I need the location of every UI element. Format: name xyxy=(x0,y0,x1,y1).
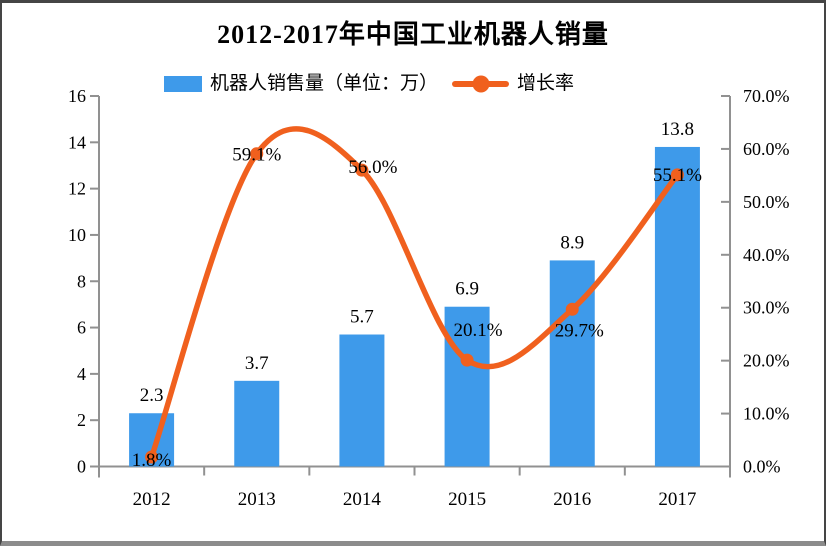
left-axis-tick-label: 6 xyxy=(77,318,86,338)
chart-title: 2012-2017年中国工业机器人销量 xyxy=(217,20,609,49)
right-axis-tick-label: 0.0% xyxy=(743,457,781,477)
line-label-2016: 29.7% xyxy=(555,320,604,341)
left-axis-tick-label: 14 xyxy=(68,132,86,152)
bar-2015 xyxy=(444,306,490,467)
line-label-2015: 20.1% xyxy=(454,320,503,341)
line-label-2014: 56.0% xyxy=(348,157,397,178)
line-marker-2017 xyxy=(670,168,684,182)
x-axis-label-2013: 2013 xyxy=(238,489,276,510)
x-axis-label-2014: 2014 xyxy=(343,489,382,510)
legend-line-marker-icon xyxy=(472,75,490,93)
line-marker-2014 xyxy=(355,163,369,177)
line-label-2017: 55.1% xyxy=(653,165,702,186)
left-axis-tick-label: 12 xyxy=(68,179,86,199)
bar-label-2012: 2.3 xyxy=(140,385,164,406)
legend-line-swatch-icon xyxy=(452,75,510,93)
left-axis-tick-label: 2 xyxy=(77,410,86,430)
line-label-2013: 59.1% xyxy=(232,145,281,166)
right-axis-tick-label: 50.0% xyxy=(743,192,790,212)
line-label-2012: 1.8% xyxy=(132,450,172,471)
bar-label-2017: 13.8 xyxy=(661,119,694,140)
bar-label-2016: 8.9 xyxy=(560,232,584,253)
left-axis-tick-label: 8 xyxy=(77,271,86,291)
plot-area: 0 2 4 6 8 10 12 14 16 0.0% 10.0% 20.0% 30.0% 40.0% 50.… xyxy=(68,86,790,510)
bar-2014 xyxy=(339,334,385,467)
left-axis-tick-label: 4 xyxy=(77,364,86,384)
bar-label-2013: 3.7 xyxy=(245,353,269,374)
x-axis-label-2012: 2012 xyxy=(133,489,171,510)
legend-line-label: 增长率 xyxy=(517,73,575,94)
left-axis-tick-label: 16 xyxy=(68,86,86,106)
growth-rate-line xyxy=(148,126,681,460)
right-axis-tick-label: 20.0% xyxy=(743,351,790,371)
bar-label-2014: 5.7 xyxy=(350,307,374,328)
right-axis-tick-label: 70.0% xyxy=(743,86,790,106)
bar-label-2015: 6.9 xyxy=(455,279,479,300)
x-axis-label-2017: 2017 xyxy=(658,489,696,510)
right-axis-tick-label: 10.0% xyxy=(743,404,790,424)
left-axis-tick-label: 10 xyxy=(68,225,86,245)
x-axis-label-2016: 2016 xyxy=(553,489,591,510)
legend-bar-label: 机器人销售量（单位：万） xyxy=(210,73,439,94)
right-axis-tick-label: 60.0% xyxy=(743,139,790,159)
right-axis-tick-label: 40.0% xyxy=(743,245,790,265)
left-axis-tick-label: 0 xyxy=(77,457,86,477)
line-marker-2012 xyxy=(145,450,159,464)
legend-bar-swatch-icon xyxy=(164,76,202,92)
line-marker-2015 xyxy=(460,353,474,367)
right-axis-tick-label: 30.0% xyxy=(743,298,790,318)
line-marker-2016 xyxy=(565,302,579,316)
line-marker-2013 xyxy=(250,147,264,161)
legend: 机器人销售量（单位：万） 增长率 xyxy=(164,71,574,97)
x-axis-label-2015: 2015 xyxy=(448,489,486,510)
bar-2013 xyxy=(234,380,280,467)
